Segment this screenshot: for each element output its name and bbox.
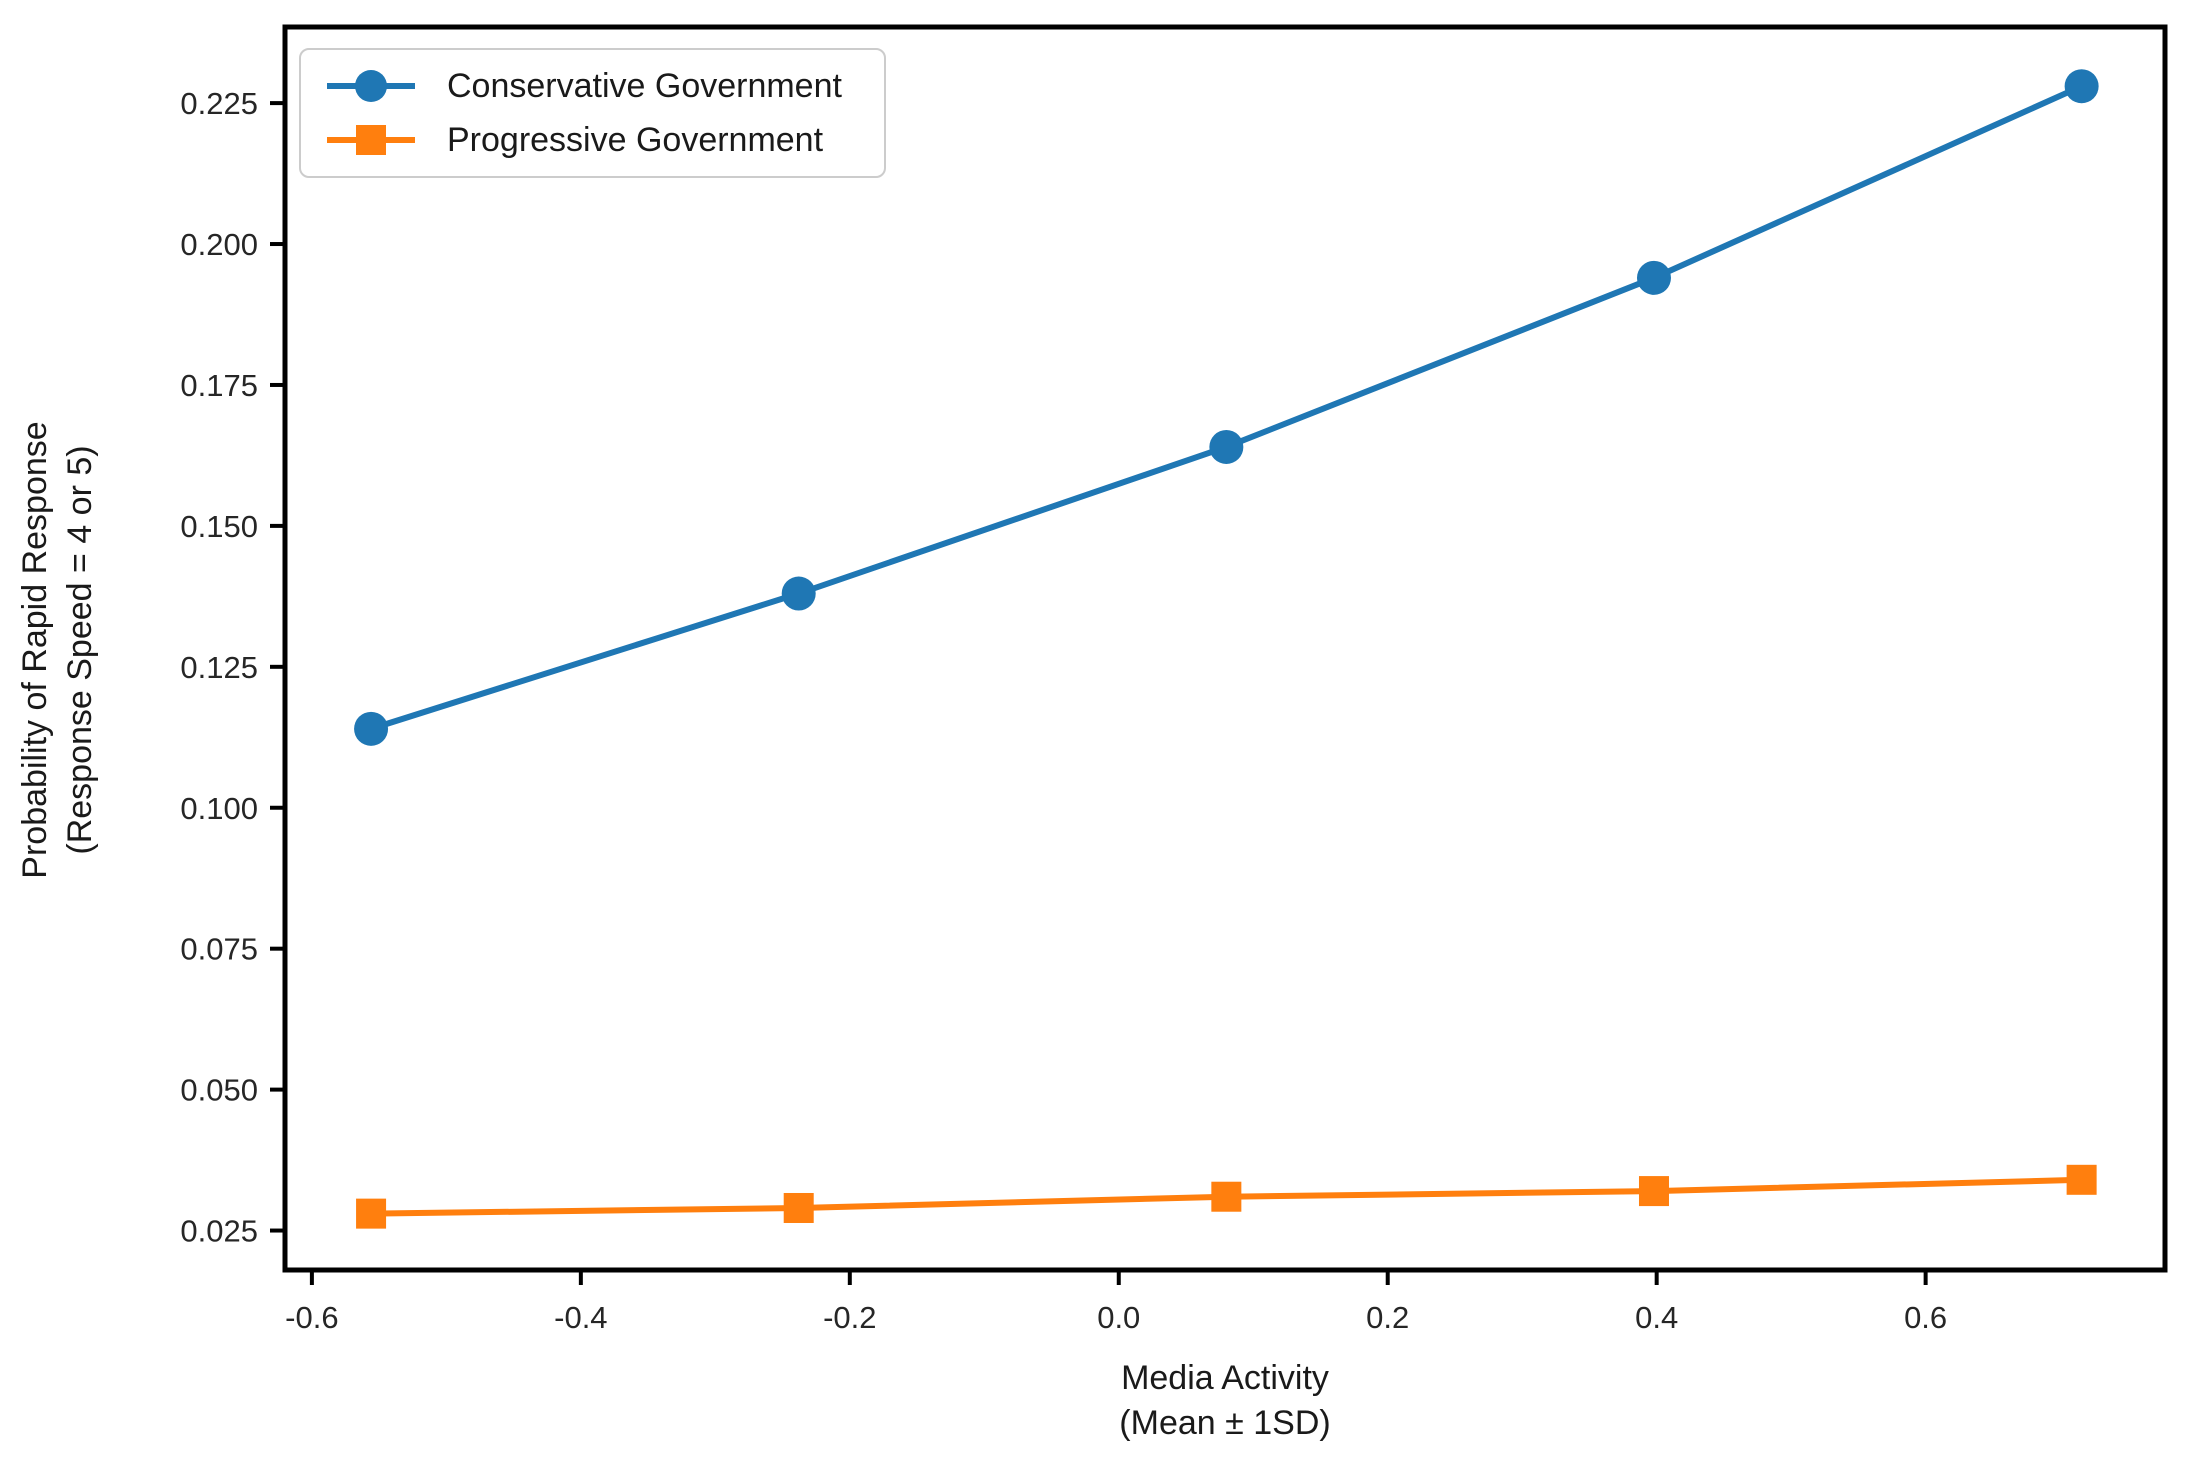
x-tick-label: -0.6 [285,1300,338,1335]
legend: Conservative Government Progressive Gove… [299,48,886,178]
x-tick-label: -0.4 [554,1300,607,1335]
plot-border [282,24,2168,1273]
data-point-square [1211,1181,1242,1212]
data-point-circle [1636,260,1671,295]
data-point-square [783,1192,814,1223]
y-axis-label-line1: Probability of Rapid Response [16,421,54,879]
y-tick-label: 0.100 [180,791,258,826]
x-tick-label: -0.2 [823,1300,876,1335]
legend-label-conservative-government: Conservative Government [447,66,842,105]
series-line-0 [370,83,2083,732]
legend-item-conservative-government: Conservative Government [325,66,842,106]
data-point-circle [2064,69,2099,104]
legend-label-progressive-government: Progressive Government [447,120,824,159]
data-point-square [2066,1164,2097,1195]
x-tick-label: 0.6 [1904,1300,1947,1335]
y-tick-label: 0.150 [180,509,258,544]
x-tick-label: 0.4 [1635,1300,1678,1335]
y-tick-label: 0.050 [180,1073,258,1108]
data-point-circle [354,711,389,746]
y-axis-label-line2: (Response Speed = 4 or 5) [61,445,99,855]
legend-line-circle-icon [327,70,415,102]
data-point-square [1638,1176,1669,1207]
y-tick-label: 0.225 [180,86,258,121]
legend-item-progressive-government: Progressive Government [325,120,842,160]
y-tick-label: 0.125 [180,650,258,685]
data-point-square [356,1198,387,1229]
y-tick-label: 0.025 [180,1214,258,1249]
data-point-circle [1209,429,1244,464]
x-axis-label-line1: Media Activity [1121,1359,1329,1397]
data-point-circle [781,576,816,611]
x-axis-label-line2: (Mean ± 1SD) [1119,1404,1331,1442]
y-tick-label: 0.075 [180,932,258,967]
x-tick-label: 0.0 [1097,1300,1140,1335]
y-tick-label: 0.175 [180,368,258,403]
legend-line-square-icon [327,125,415,155]
x-tick-label: 0.2 [1366,1300,1409,1335]
y-axis-label: Probability of Rapid Response (Response … [13,421,103,878]
x-axis-label: Media Activity (Mean ± 1SD) [1119,1356,1330,1446]
y-tick-label: 0.200 [180,227,258,262]
